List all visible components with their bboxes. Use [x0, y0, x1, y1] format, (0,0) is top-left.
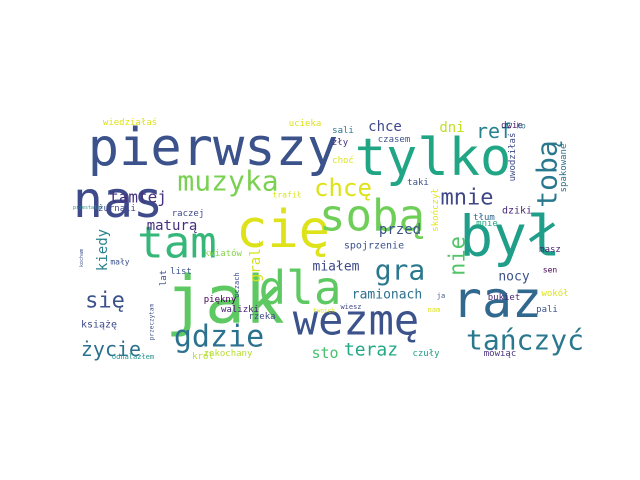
word-nas: nas: [73, 171, 163, 229]
word-mialem: miałem: [313, 260, 360, 275]
word-wiesz: wiesz: [340, 303, 361, 311]
word-gdzie: gdzie: [174, 320, 264, 355]
word-gra: gra: [375, 254, 426, 287]
word-toba: tobą: [531, 140, 564, 207]
word-masz: masz: [539, 245, 561, 255]
word-czuly: czuły: [412, 349, 440, 359]
word-nam: nam: [428, 306, 441, 314]
word-trafil: trafił: [273, 191, 302, 200]
word-ramionach: ramionach: [352, 288, 422, 303]
word-taki: taki: [407, 178, 429, 188]
word-jak: jak: [165, 262, 284, 339]
word-pierwszy: pierwszy: [88, 118, 338, 178]
word-mowiac: mówiąc: [484, 348, 517, 359]
word-wezme: wezmę: [293, 296, 419, 345]
word-dziki: dziki: [502, 206, 532, 217]
word-mnie: mnie: [441, 186, 494, 211]
word-skonczyl: skończył: [431, 188, 441, 231]
word-sto: sto: [311, 344, 338, 362]
word-raczej: raczej: [172, 209, 205, 219]
word-spakowane: spakowane: [559, 144, 569, 193]
word-przed: przed: [379, 222, 421, 238]
word-kiedy: kiedy: [95, 229, 111, 271]
word-tanczyc: tańczyć: [466, 324, 584, 357]
word-grali: grali: [248, 240, 264, 282]
word-ucieka: ucieka: [289, 119, 322, 129]
word-dni: dni: [439, 120, 464, 136]
word-przestalas: przestałaś: [73, 204, 103, 211]
word-walizki: walizki: [221, 305, 259, 315]
word-kwiatow: kwiatów: [204, 248, 243, 259]
word-byl: był: [459, 205, 560, 270]
word-przeczytam: przeczytam: [149, 304, 156, 341]
word-list: list: [170, 267, 192, 277]
word-ja: ja: [437, 292, 445, 300]
word-sen: sen: [543, 266, 558, 275]
word-odnalazlem: odnalazłem: [112, 353, 154, 361]
word-rzeka: rzeka: [248, 312, 275, 322]
word-mnie: mnie: [476, 219, 498, 229]
word-tam: tam: [137, 218, 216, 269]
word-zurnali: żurnali: [98, 204, 136, 214]
word-ko: ko: [516, 122, 526, 131]
word-wiedzialas: wiedziałaś: [103, 117, 157, 128]
word-kocham: kocham: [79, 249, 85, 267]
word-dla: dla: [258, 261, 341, 315]
word-uwodzilas: uwodziłaś: [507, 133, 518, 182]
word-cie: cię: [236, 200, 330, 260]
word-choc: choć: [332, 155, 354, 166]
word-twoich: twoich: [313, 308, 335, 315]
word-zycie: życie: [81, 337, 141, 361]
word-sie: się: [85, 289, 125, 314]
word-piekny: piękny: [204, 295, 237, 305]
word-czasem: czasem: [378, 135, 411, 145]
word-bukiet: bukiet: [488, 293, 521, 303]
word-chce: chce: [368, 119, 402, 135]
word-nocy: nocy: [498, 270, 529, 285]
word-chce: chcę: [314, 174, 372, 202]
word-tylko: tylko: [355, 128, 512, 188]
word-matura: maturą: [147, 218, 198, 234]
word-ksiaze: książę: [81, 320, 117, 331]
word-zly: zły: [332, 138, 349, 148]
word-lat: lat: [159, 270, 169, 286]
word-wokol: wokół: [541, 288, 568, 299]
word-teraz: teraz: [344, 340, 398, 361]
word-pali: pali: [536, 305, 558, 315]
word-krol: król: [192, 351, 214, 362]
word-spojrzenie: spojrzenie: [344, 241, 404, 252]
word-maly: mały: [110, 258, 129, 267]
word-ref: ref: [476, 119, 512, 143]
word-raz: raz: [452, 271, 542, 329]
word-zakochany: zakochany: [204, 349, 253, 359]
word-oczach: oczach: [233, 272, 241, 297]
word-muzyka: muzyka: [177, 165, 278, 198]
word-tlum: tłum: [473, 213, 495, 223]
word-dwie: dwie: [501, 121, 523, 131]
word-soba: sobą: [319, 191, 425, 242]
word-tamtej: tamtej: [109, 188, 167, 207]
word-sali: sali: [332, 126, 354, 136]
word-nie: nie: [446, 236, 471, 276]
